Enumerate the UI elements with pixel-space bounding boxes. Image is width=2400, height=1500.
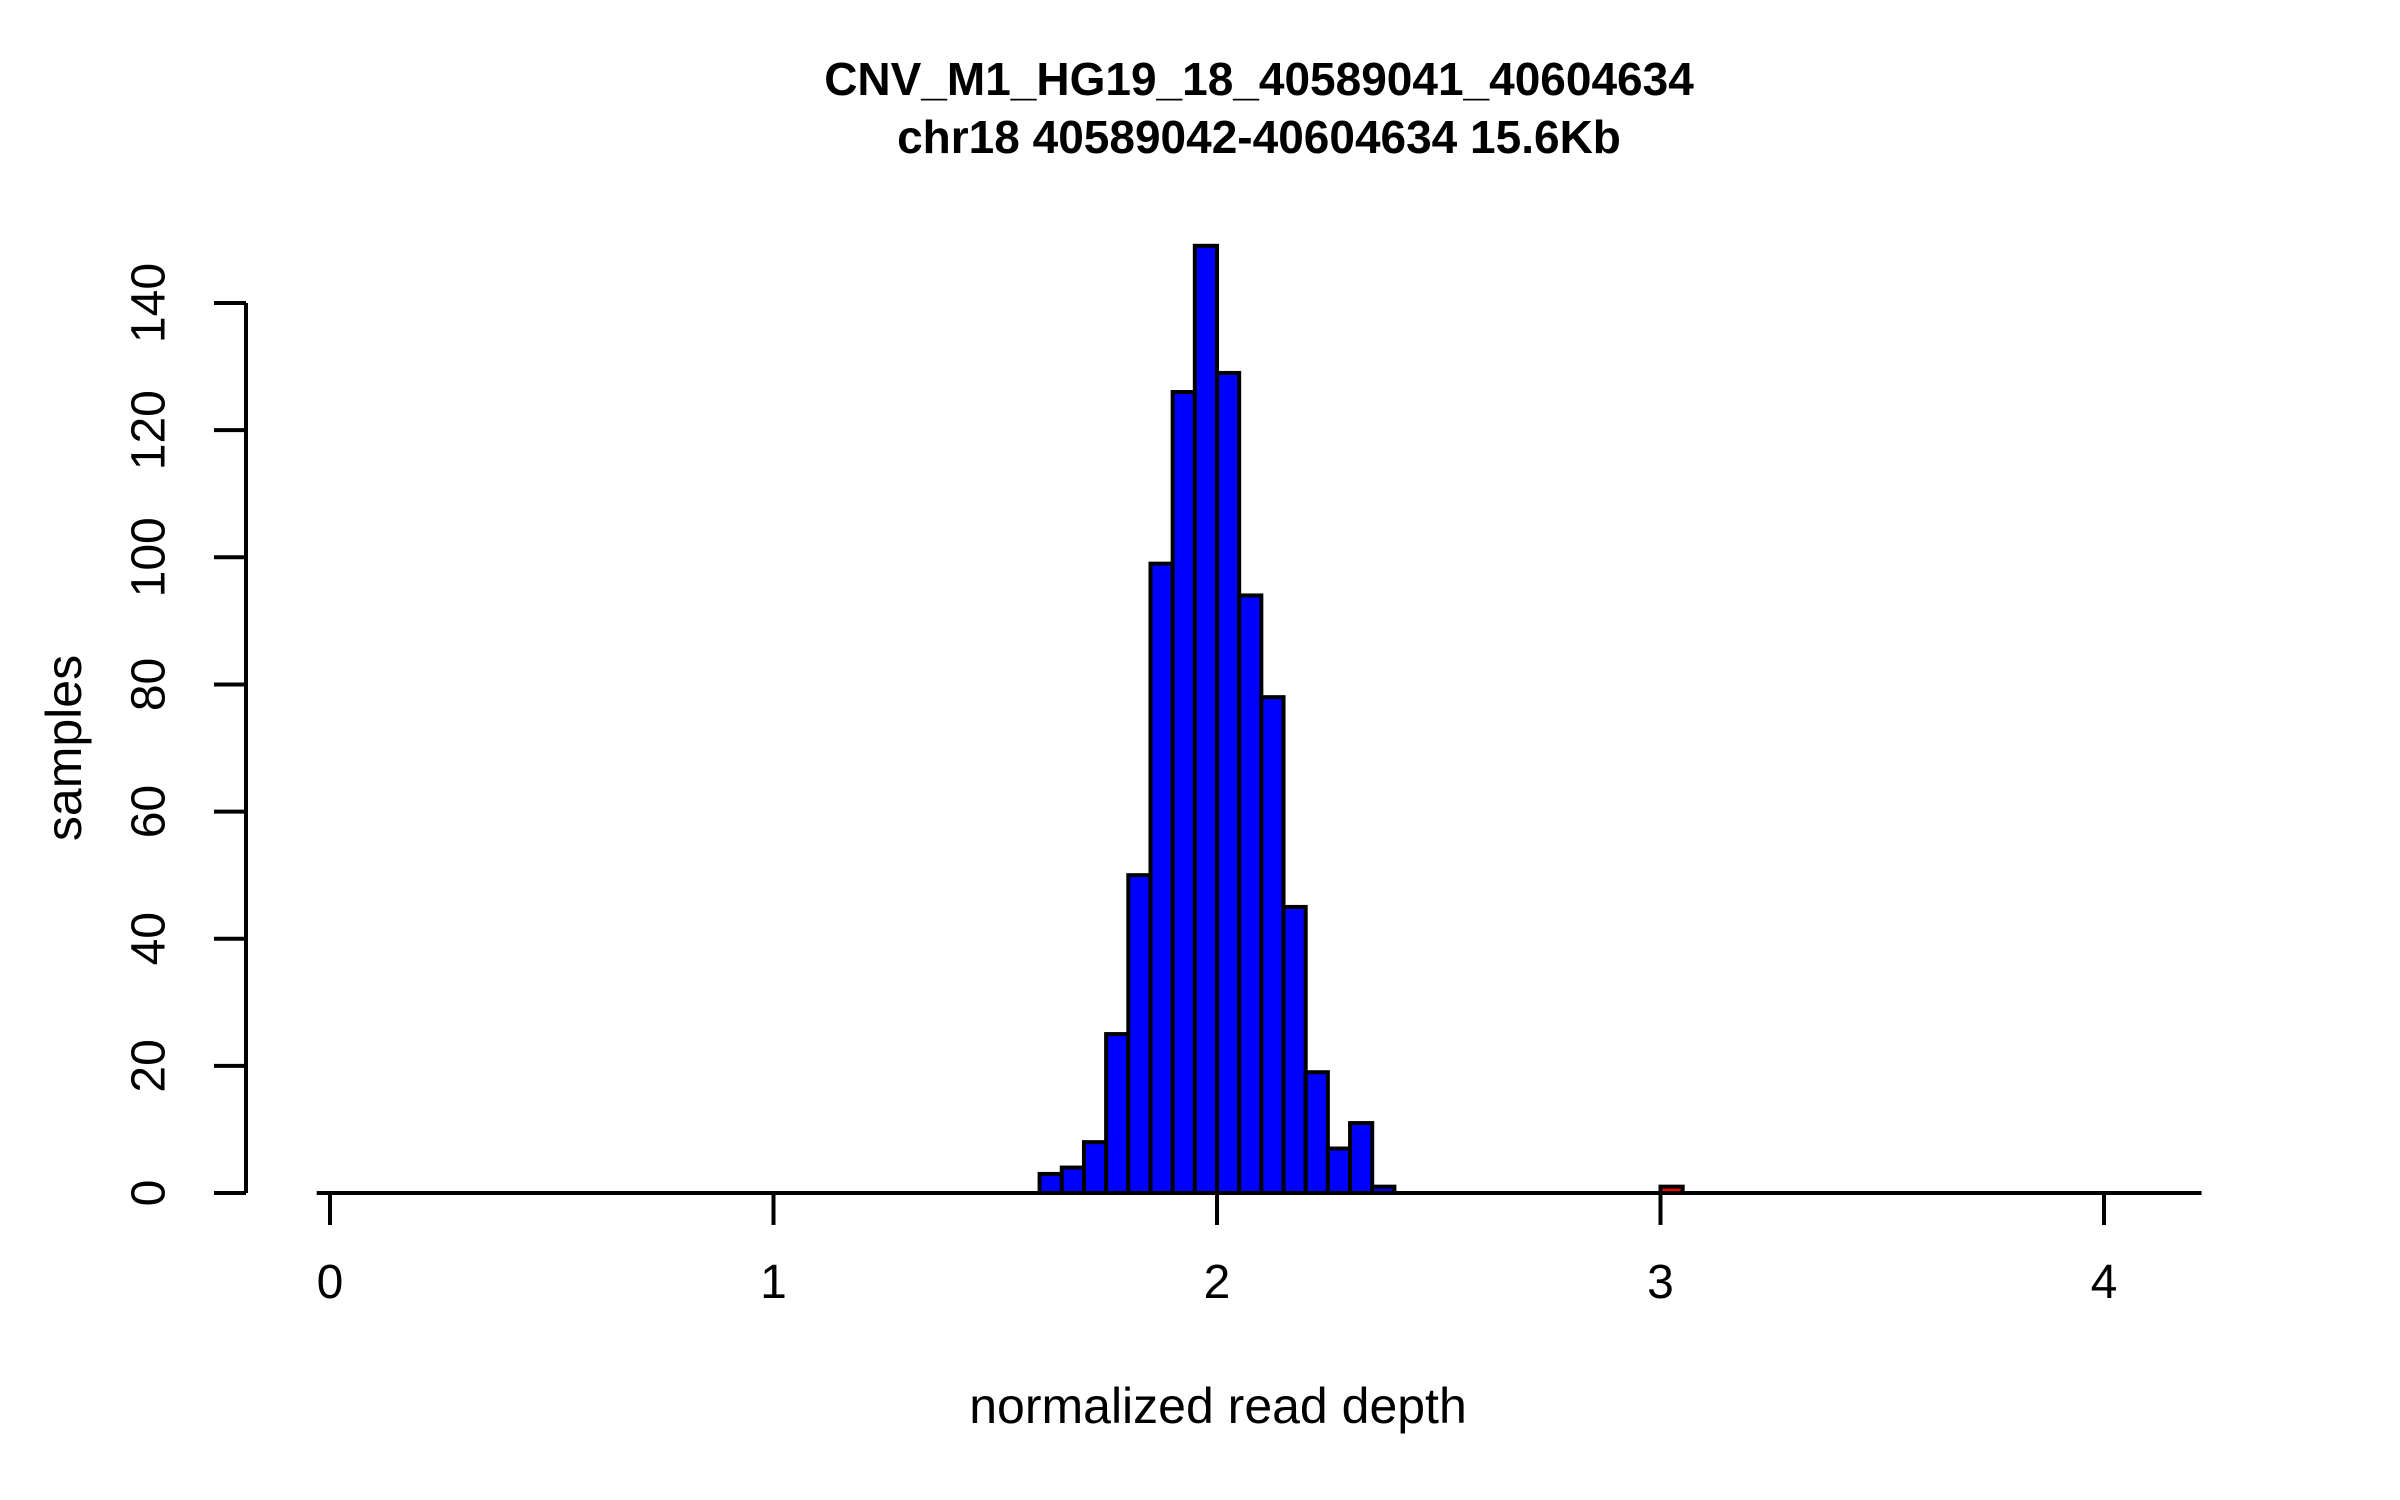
y-tick-label: 60 xyxy=(123,785,176,838)
histogram-bar xyxy=(1059,1165,1086,1196)
chart-title: CNV_M1_HG19_18_40589041_40604634 xyxy=(824,53,1694,105)
y-tick-label: 140 xyxy=(123,263,176,343)
histogram-bar xyxy=(1215,370,1242,1195)
histogram-bar xyxy=(1192,243,1219,1195)
y-axis-title: samples xyxy=(36,654,92,842)
y-tick-label: 120 xyxy=(123,390,176,470)
histogram-bar xyxy=(1037,1171,1064,1195)
x-tick-label: 3 xyxy=(1647,1256,1674,1309)
histogram-bar xyxy=(1126,873,1153,1196)
x-axis-title: normalized read depth xyxy=(969,1378,1467,1434)
y-tick-label: 20 xyxy=(123,1039,176,1092)
y-tick-label: 100 xyxy=(123,517,176,597)
y-tick-label: 40 xyxy=(123,912,176,965)
y-tick-label: 0 xyxy=(123,1180,176,1207)
histogram-bar xyxy=(1348,1121,1375,1195)
histogram-bar xyxy=(1237,593,1264,1195)
histogram-bar xyxy=(1259,695,1286,1195)
x-tick-label: 4 xyxy=(2091,1256,2118,1309)
histogram-bar xyxy=(1303,1070,1330,1196)
histogram-bar xyxy=(1281,904,1308,1195)
x-tick-label: 1 xyxy=(760,1256,787,1309)
histogram-bar xyxy=(1325,1146,1353,1195)
x-tick-label: 2 xyxy=(1204,1256,1231,1309)
histogram-bar xyxy=(1081,1140,1109,1196)
histogram-bar xyxy=(1104,1032,1131,1195)
chart-subtitle: chr18 40589042-40604634 15.6Kb xyxy=(897,111,1621,163)
histogram-bar xyxy=(1148,561,1175,1195)
y-tick-label: 80 xyxy=(123,658,176,711)
x-tick-label: 0 xyxy=(317,1256,344,1309)
histogram-bar xyxy=(1170,390,1197,1195)
chart-title-block: CNV_M1_HG19_18_40589041_40604634 chr18 4… xyxy=(318,50,2200,166)
